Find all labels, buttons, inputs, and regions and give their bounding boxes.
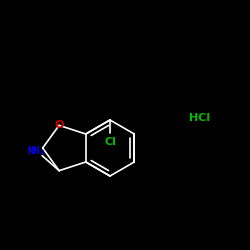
Text: HCl: HCl <box>190 113 210 123</box>
Text: O: O <box>54 120 64 130</box>
Text: NH₂: NH₂ <box>28 146 46 156</box>
Text: Cl: Cl <box>104 137 116 147</box>
